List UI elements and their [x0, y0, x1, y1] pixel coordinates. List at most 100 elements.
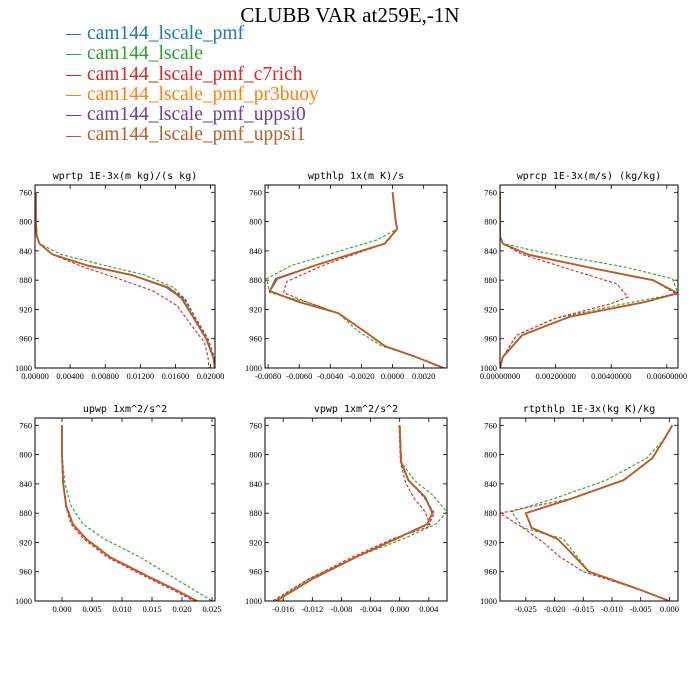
legend-swatch	[66, 74, 81, 76]
plot-frame	[264, 184, 448, 369]
x-tick-label: 0.00400000	[591, 371, 631, 381]
panel-title: vpwp 1xm^2/s^2	[314, 404, 398, 415]
y-tick-label: 760	[484, 420, 497, 430]
x-tick-label: 0.00400	[56, 371, 84, 381]
y-tick-label: 760	[249, 420, 262, 430]
series-line	[268, 192, 445, 368]
y-tick-label: 1000	[245, 363, 262, 373]
subplot: wpthlp 1x(m K)/s7608008408809209601000-0…	[245, 171, 448, 381]
subplot: rtpthlp 1E-3x(kg K)/kg 760 800 840 880 920 960…	[480, 404, 679, 614]
y-tick-label: 840	[19, 479, 32, 489]
series-line	[61, 425, 198, 601]
x-tick-label: -0.0080	[255, 371, 281, 381]
y-tick-label: 840	[19, 246, 32, 256]
panel-title: upwp 1xm^2/s^2	[83, 404, 167, 415]
y-tick-label: 920	[249, 304, 262, 314]
x-tick-label: 0.000	[390, 604, 409, 614]
panel-title: rtpthlp 1E-3x(kg K)/kg	[523, 404, 655, 415]
legend-item: cam144_lscale_pmf_pr3buoy	[66, 83, 319, 105]
y-tick-label: 800	[19, 217, 32, 227]
series-line	[275, 425, 434, 601]
legend-label: cam144_lscale_pmf_pr3buoy	[87, 83, 319, 105]
series-line	[35, 192, 215, 368]
series-line	[510, 425, 673, 601]
y-tick-label: 840	[484, 479, 497, 489]
y-tick-label: 880	[249, 275, 262, 285]
series-line	[500, 192, 629, 368]
series-line	[272, 425, 432, 601]
legend-item: cam144_lscale_pmf_c7rich	[66, 64, 319, 85]
legend-label: cam144_lscale	[87, 43, 203, 65]
x-tick-label: -0.025	[515, 604, 537, 614]
y-tick-label: 960	[484, 567, 497, 577]
x-tick-label: 0.004	[419, 604, 439, 614]
series-line	[275, 425, 436, 601]
x-tick-label: 0.015	[142, 604, 161, 614]
y-tick-label: 800	[249, 450, 262, 460]
x-tick-label: -0.0040	[317, 371, 343, 381]
subplot: vpwp 1xm^2/s^2 760 800 840 880 920 960 1000 -0.0…	[245, 404, 448, 614]
x-tick-label: 0.00800	[91, 371, 119, 381]
series-line	[283, 192, 445, 368]
subplot: upwp 1xm^2/s^2 760 800 840 880 920 960 1000 0.00…	[15, 404, 222, 614]
y-tick-label: 920	[19, 537, 32, 547]
legend-swatch	[66, 54, 81, 56]
panel-title: wprcp 1E-3x(m/s) (kg/kg)	[517, 171, 662, 182]
y-tick-label: 800	[484, 450, 497, 460]
legend: cam144_lscale_pmf cam144_lscale cam144_lsc…	[66, 23, 319, 146]
legend-swatch	[66, 94, 81, 96]
x-tick-label: 0.025	[202, 604, 221, 614]
y-tick-label: 880	[19, 275, 32, 285]
x-tick-label: 0.0020	[412, 371, 435, 381]
series-line	[61, 425, 195, 601]
legend-label: cam144_lscale_pmf_uppsi1	[87, 124, 306, 146]
y-tick-label: 880	[484, 275, 497, 285]
x-tick-label: -0.016	[272, 604, 294, 614]
y-tick-label: 760	[19, 420, 32, 430]
x-tick-label: -0.015	[572, 604, 594, 614]
x-tick-label: 0.000	[52, 604, 71, 614]
plot-frame	[34, 417, 216, 602]
x-tick-label: -0.005	[630, 604, 652, 614]
y-tick-label: 800	[19, 450, 32, 460]
legend-item: cam144_lscale_pmf	[66, 23, 319, 44]
legend-label: cam144_lscale_pmf	[87, 23, 245, 44]
x-tick-label: 0.005	[82, 604, 101, 614]
panel-title: wpthlp 1x(m K)/s	[308, 171, 404, 182]
y-tick-label: 880	[484, 508, 497, 518]
series-line	[275, 425, 434, 601]
x-tick-label: -0.004	[360, 604, 383, 614]
y-tick-label: 920	[484, 537, 497, 547]
series-line	[35, 192, 215, 366]
y-tick-label: 840	[484, 246, 497, 256]
series-group	[500, 424, 674, 601]
series-line	[275, 425, 434, 601]
series-line	[61, 425, 198, 601]
x-tick-label: -0.020	[544, 604, 566, 614]
y-tick-label: 760	[484, 187, 497, 197]
legend-swatch	[66, 115, 81, 117]
series-line	[61, 425, 198, 601]
series-line	[35, 192, 215, 368]
y-tick-label: 800	[484, 217, 497, 227]
y-tick-label: 1000	[245, 596, 262, 606]
series-group	[265, 192, 445, 368]
y-tick-label: 840	[249, 479, 262, 489]
series-line	[524, 424, 674, 601]
x-tick-label: 0.01600	[162, 371, 190, 381]
x-tick-label: -0.012	[301, 604, 323, 614]
y-tick-label: 920	[19, 304, 32, 314]
y-tick-label: 920	[484, 304, 497, 314]
y-tick-label: 1000	[480, 596, 497, 606]
plot-frame	[264, 417, 448, 602]
y-tick-label: 880	[249, 508, 262, 518]
x-tick-label: 0.02000	[197, 371, 225, 381]
x-tick-label: 0.000	[660, 604, 679, 614]
x-tick-label: -0.0060	[286, 371, 312, 381]
series-line	[265, 192, 445, 368]
series-line	[35, 192, 215, 368]
y-tick-label: 960	[249, 567, 262, 577]
subplot: wprtp 1E-3x(m kg)/(s kg) 760 800 840 880 920 9…	[15, 171, 224, 381]
y-tick-label: 760	[249, 187, 262, 197]
x-tick-label: 0.020	[172, 604, 191, 614]
